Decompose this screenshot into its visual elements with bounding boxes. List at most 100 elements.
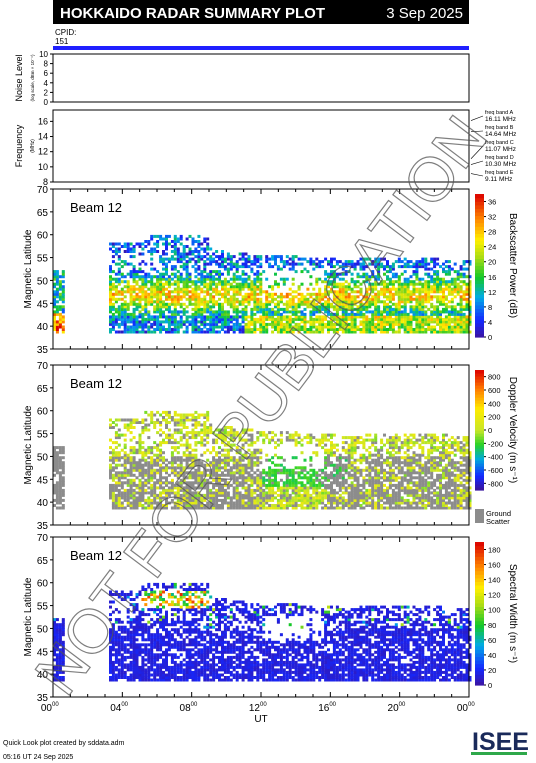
data-cell [374, 257, 378, 261]
data-cell [153, 267, 157, 271]
data-cell [282, 486, 286, 490]
data-cell [309, 481, 313, 485]
data-cell [141, 242, 145, 246]
data-cell [409, 317, 413, 321]
data-cell [53, 504, 56, 507]
data-cell [247, 315, 251, 319]
data-cell [114, 504, 118, 507]
data-cell [409, 290, 413, 294]
data-cell [447, 287, 451, 291]
data-cell [221, 262, 224, 266]
data-cell [229, 255, 233, 259]
data-cell [111, 282, 115, 286]
data-cell [271, 310, 275, 314]
data-cell [111, 320, 115, 324]
data-cell [377, 310, 381, 314]
data-cell [132, 307, 136, 311]
data-cell [191, 483, 195, 487]
data-cell [247, 463, 251, 467]
data-cell [276, 315, 280, 319]
data-cell [450, 300, 454, 304]
data-cell [173, 421, 177, 424]
data-cell [362, 446, 366, 450]
data-cell [197, 493, 201, 497]
data-cell [341, 290, 345, 294]
data-cell [394, 456, 398, 460]
data-cell [206, 307, 210, 311]
data-cell [162, 315, 165, 319]
data-cell [338, 493, 342, 497]
data-cell [244, 272, 248, 276]
data-cell [238, 483, 242, 487]
data-cell [235, 262, 239, 266]
data-cell [465, 275, 469, 279]
data-cell [318, 292, 322, 296]
data-cell [241, 325, 245, 329]
data-cell [159, 297, 163, 301]
data-cell [397, 257, 401, 261]
data-cell [176, 280, 180, 284]
data-cell [371, 491, 375, 495]
data-cell [244, 441, 248, 445]
data-cell [300, 443, 304, 447]
data-cell [409, 282, 413, 286]
data-cell [197, 297, 201, 301]
data-cell [206, 242, 210, 246]
data-cell [433, 270, 437, 274]
data-cell [338, 317, 342, 321]
data-cell [58, 498, 62, 502]
data-cell [53, 448, 56, 452]
data-cell [388, 300, 392, 304]
data-cell [135, 302, 139, 306]
data-cell [120, 491, 124, 495]
data-cell [341, 307, 345, 311]
data-cell [191, 436, 195, 440]
data-cell [135, 320, 139, 324]
data-cell [132, 315, 136, 319]
data-cell [324, 496, 328, 500]
data-cell [312, 292, 316, 296]
data-cell [442, 292, 445, 296]
data-cell [212, 478, 216, 482]
data-cell [268, 506, 272, 510]
data-cell [238, 302, 242, 306]
data-cell [221, 310, 224, 314]
data-cell [53, 486, 56, 490]
data-cell [232, 436, 236, 440]
data-cell [153, 493, 157, 497]
data-cell [247, 491, 251, 495]
data-cell [315, 443, 319, 447]
data-cell [418, 277, 422, 281]
data-cell [144, 317, 148, 321]
data-cell [436, 310, 440, 314]
data-cell [265, 322, 269, 326]
data-cell [173, 438, 177, 442]
data-cell [218, 302, 221, 306]
data-cell [350, 498, 354, 502]
data-cell [197, 277, 201, 281]
data-cell [185, 506, 189, 510]
data-cell [291, 433, 295, 437]
data-cell [341, 466, 345, 470]
data-cell [444, 280, 448, 284]
data-cell [335, 305, 339, 309]
data-cell [247, 257, 251, 261]
data-cell [185, 483, 189, 487]
data-cell [159, 413, 163, 417]
data-cell [297, 325, 301, 329]
data-cell [259, 297, 263, 301]
data-cell [344, 287, 348, 291]
data-cell [318, 483, 322, 487]
data-cell [117, 312, 121, 316]
data-cell [221, 461, 224, 465]
data-cell [147, 250, 151, 253]
data-cell [250, 290, 254, 294]
data-cell [279, 496, 283, 500]
data-cell [226, 501, 230, 505]
data-cell [347, 262, 351, 266]
data-cell [114, 330, 118, 334]
data-cell [117, 478, 121, 482]
data-cell [256, 265, 260, 269]
data-cell [468, 290, 472, 294]
data-cell [391, 473, 395, 477]
